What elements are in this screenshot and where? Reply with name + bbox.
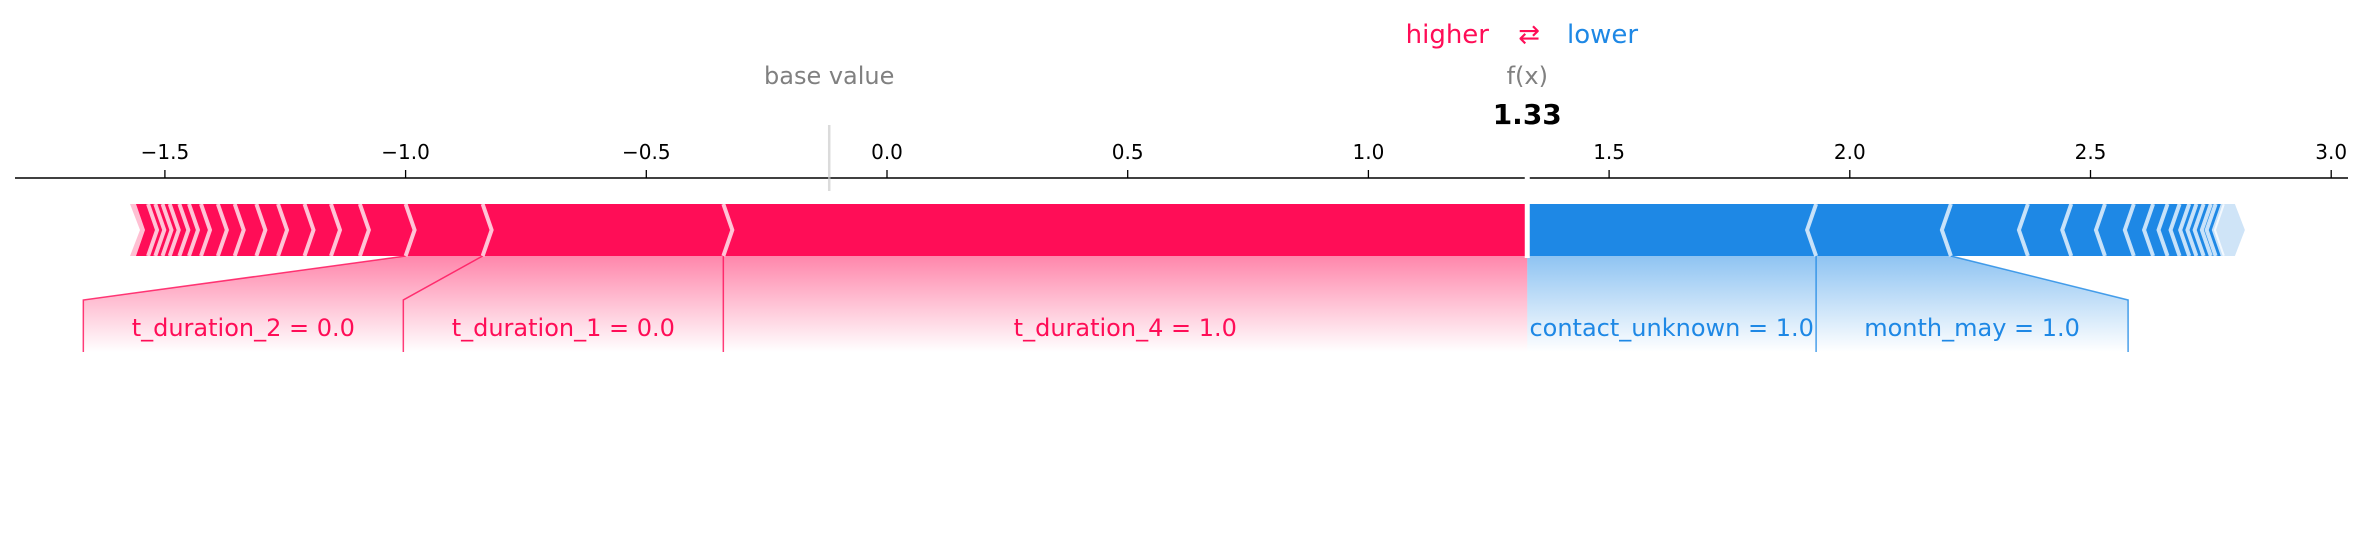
negative-chevron <box>2093 203 2107 257</box>
negative-force-segment <box>1527 204 1817 256</box>
negative-chevron <box>1939 203 1953 257</box>
positive-chevron <box>329 203 343 257</box>
negative-chevron <box>2122 203 2136 257</box>
fx-label: f(x) <box>1507 62 1548 90</box>
positive-force-segment <box>723 204 1528 256</box>
negative-force-segment <box>2187 204 2204 256</box>
positive-chevron <box>232 203 246 257</box>
x-tick-label: 0.5 <box>1112 140 1144 164</box>
negative-chevron <box>2168 203 2182 257</box>
negative-chevron <box>2199 203 2213 257</box>
fx-value: 1.33 <box>1493 98 1562 131</box>
negative-chevron <box>2178 203 2192 257</box>
positive-chevron <box>160 203 174 257</box>
positive-chevron <box>215 203 229 257</box>
negative-bar-tail <box>2213 204 2245 256</box>
legend-higher-label: higher <box>1406 20 1490 50</box>
positive-chevron <box>721 203 735 257</box>
positive-chevron <box>153 203 167 257</box>
positive-chevron <box>146 203 160 257</box>
positive-force-segment <box>359 204 415 256</box>
positive-force-segment <box>162 204 179 256</box>
negative-chevron <box>2204 203 2218 257</box>
positive-chevron <box>302 203 316 257</box>
positive-force-segment <box>148 204 165 256</box>
x-tick-label: −1.5 <box>141 140 190 164</box>
feature-label-fill <box>403 256 724 352</box>
feature-label: t_duration_4 = 1.0 <box>1014 314 1237 342</box>
base-value-label: base value <box>764 62 894 90</box>
positive-chevron <box>167 203 181 257</box>
feature-label: contact_unknown = 1.0 <box>1529 314 1813 342</box>
x-tick-label: 3.0 <box>2315 140 2347 164</box>
feature-labels: t_duration_4 = 1.0 t_duration_1 = 0.0 t_du… <box>132 314 2080 342</box>
x-tick-label: 1.5 <box>1593 140 1625 164</box>
positive-force-segment <box>155 204 172 256</box>
feature-connector <box>1950 255 2129 352</box>
x-tick-label: 1.0 <box>1352 140 1384 164</box>
feature-label: t_duration_2 = 0.0 <box>132 314 355 342</box>
negative-force-segment <box>2180 204 2197 256</box>
legend-lower-label: lower <box>1567 20 1638 50</box>
negative-force-segment <box>2018 204 2072 256</box>
positive-force-segment <box>278 204 314 256</box>
negative-force-segment <box>1941 204 2028 256</box>
negative-force-segment <box>2095 204 2134 256</box>
negative-force-segment <box>2062 204 2105 256</box>
feature-label-fills <box>83 256 2129 352</box>
positive-chevron <box>403 203 417 257</box>
positive-force-segment <box>330 204 369 256</box>
negative-chevron <box>2060 203 2074 257</box>
negative-chevron <box>1804 203 1818 257</box>
negative-force-segment <box>2206 204 2223 256</box>
x-tick-label: 2.0 <box>1834 140 1866 164</box>
feature-label: month_may = 1.0 <box>1864 314 2080 342</box>
negative-chevron <box>2185 203 2199 257</box>
x-tick-label: 2.5 <box>2075 140 2107 164</box>
x-tick-label: −0.5 <box>622 140 671 164</box>
feature-connector <box>82 255 406 352</box>
feature-label-fill <box>1816 256 2129 352</box>
negative-force-segment <box>2124 204 2154 256</box>
positive-chevron <box>357 203 371 257</box>
negative-force-segment <box>2194 204 2211 256</box>
positive-force-segment <box>256 204 288 256</box>
negative-force-segment <box>1807 204 1951 256</box>
positive-force-segment <box>405 204 492 256</box>
feature-label-fill <box>1527 256 1817 352</box>
positive-force-segment <box>304 204 340 256</box>
positive-chevron <box>480 203 494 257</box>
legend-arrows-icon: ⇄ <box>1518 20 1540 50</box>
negative-chevron <box>2211 203 2225 257</box>
x-axis-ticks: −1.5 −1.0 −0.5 0.0 0.5 1.0 1.5 2.0 2.5 3.0 <box>141 140 2347 178</box>
negative-chevron <box>2016 203 2030 257</box>
negative-chevron <box>2156 203 2170 257</box>
feature-label-connectors <box>82 255 2129 352</box>
positive-force-segment <box>482 204 733 256</box>
positive-chevron <box>276 203 290 257</box>
x-tick-label: 0.0 <box>871 140 903 164</box>
negative-chevron <box>2141 203 2155 257</box>
force-bars <box>130 203 2245 257</box>
x-tick-label: −1.0 <box>381 140 430 164</box>
feature-label-fill <box>723 256 1528 352</box>
feature-connector <box>402 255 483 352</box>
positive-chevron <box>187 203 201 257</box>
feature-label-fill <box>83 256 483 352</box>
positive-chevron <box>199 203 213 257</box>
positive-force-segment <box>234 204 266 256</box>
positive-chevron <box>177 203 191 257</box>
feature-label: t_duration_1 = 0.0 <box>452 314 675 342</box>
positive-chevron <box>254 203 268 257</box>
negative-chevron <box>2192 203 2206 257</box>
